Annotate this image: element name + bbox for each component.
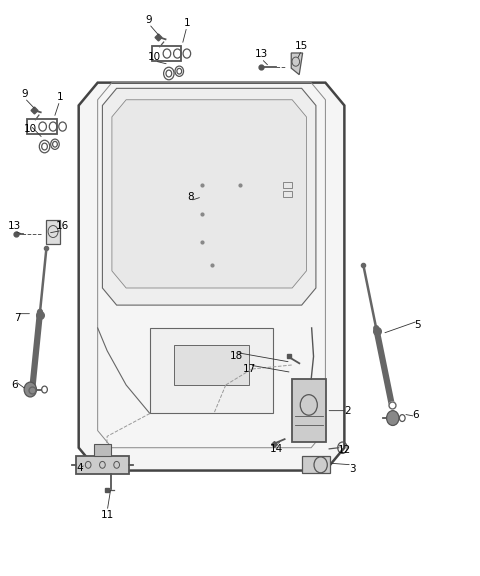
Bar <box>47 219 60 244</box>
Polygon shape <box>150 328 273 414</box>
Text: 7: 7 <box>14 313 20 323</box>
Circle shape <box>386 411 399 426</box>
Polygon shape <box>174 345 250 385</box>
Text: 12: 12 <box>338 445 351 455</box>
Polygon shape <box>112 100 306 288</box>
Text: 6: 6 <box>412 410 419 420</box>
Text: 15: 15 <box>295 41 308 51</box>
Text: 8: 8 <box>187 192 193 202</box>
Text: 1: 1 <box>56 92 63 102</box>
Polygon shape <box>291 53 302 75</box>
Bar <box>94 444 111 456</box>
Text: 16: 16 <box>56 221 69 232</box>
Text: 5: 5 <box>415 320 421 330</box>
Text: 9: 9 <box>21 89 28 99</box>
Text: 10: 10 <box>148 52 161 62</box>
Polygon shape <box>102 88 316 305</box>
Bar <box>76 456 129 474</box>
Bar <box>283 191 292 197</box>
Text: 4: 4 <box>76 463 83 473</box>
Polygon shape <box>79 82 344 471</box>
Text: 9: 9 <box>145 15 152 25</box>
Text: 17: 17 <box>243 364 256 374</box>
Text: 13: 13 <box>255 49 268 59</box>
Bar <box>283 183 292 188</box>
Text: 6: 6 <box>12 380 18 390</box>
Text: 14: 14 <box>269 444 283 454</box>
Bar <box>152 46 181 61</box>
Text: 18: 18 <box>229 351 243 362</box>
Text: 2: 2 <box>344 406 350 416</box>
Bar <box>27 119 57 134</box>
Text: 1: 1 <box>183 18 190 28</box>
Bar <box>292 379 326 442</box>
Text: 3: 3 <box>348 464 355 474</box>
Circle shape <box>24 382 36 397</box>
Text: 13: 13 <box>8 221 21 232</box>
Text: 10: 10 <box>24 124 37 134</box>
Text: 11: 11 <box>100 510 114 520</box>
Bar <box>302 456 330 473</box>
